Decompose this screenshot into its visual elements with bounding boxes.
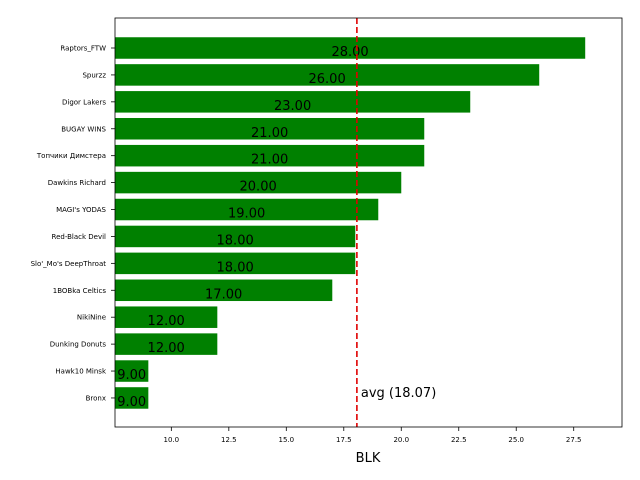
average-label: avg (18.07) [361,386,436,401]
value-label: 21.00 [251,153,288,168]
x-tick-label: 10.0 [164,436,180,444]
bar [115,118,425,140]
bar [115,171,402,194]
bar [115,225,356,248]
y-tick-label: Slo'_Mo's DeepThroat [31,260,107,268]
x-tick-label: 27.5 [566,436,582,444]
plot-frame [114,17,623,428]
value-label: 20.00 [240,180,277,195]
value-label: 12.00 [148,314,185,329]
value-label: 19.00 [228,207,265,222]
value-label: 18.00 [217,233,254,248]
y-tick-label: NikiNine [77,314,106,322]
value-label: 12.00 [148,341,185,356]
bar [115,198,379,221]
bar [115,279,333,302]
y-tick-label: MAGI's YODAS [56,206,106,214]
value-label: 28.00 [331,45,368,60]
bar [115,252,356,275]
x-tick-label: 17.5 [336,436,352,444]
y-tick-label: Red-Black Devil [52,233,107,241]
value-label: 9.00 [117,395,146,410]
value-label: 26.00 [309,72,346,87]
x-tick-label: 12.5 [221,436,237,444]
value-label: 9.00 [117,368,146,383]
x-tick-label: 15.0 [279,436,295,444]
y-tick-label: Hawk10 Minsk [55,368,107,376]
value-label: 17.00 [205,287,242,302]
y-tick-label: BUGAY WINS [61,125,106,133]
x-tick-label: 22.5 [451,436,467,444]
y-tick-label: Spurzz [82,71,106,79]
y-tick-label: 1BOBka Celtics [53,287,107,295]
bar [115,91,471,113]
x-tick-label: 20.0 [393,436,409,444]
y-tick-label: Dunking Donuts [50,341,107,349]
value-label: 18.00 [217,260,254,275]
value-label: 21.00 [251,126,288,141]
bar [115,64,540,86]
bar [115,387,149,409]
x-tick-label: 25.0 [508,436,524,444]
y-tick-label: Bronx [86,394,106,402]
y-tick-label: Digor Lakers [62,98,106,106]
bar [115,37,586,59]
value-label: 23.00 [274,99,311,114]
bar [115,360,149,382]
bar [115,306,218,328]
y-tick-label: Dawkins Richard [48,179,106,187]
bar [115,144,425,167]
y-tick-label: Raptors_FTW [60,45,106,53]
bar [115,333,218,355]
x-axis-label: BLK [356,451,381,466]
y-tick-label: Топчики Димстера [36,152,106,160]
